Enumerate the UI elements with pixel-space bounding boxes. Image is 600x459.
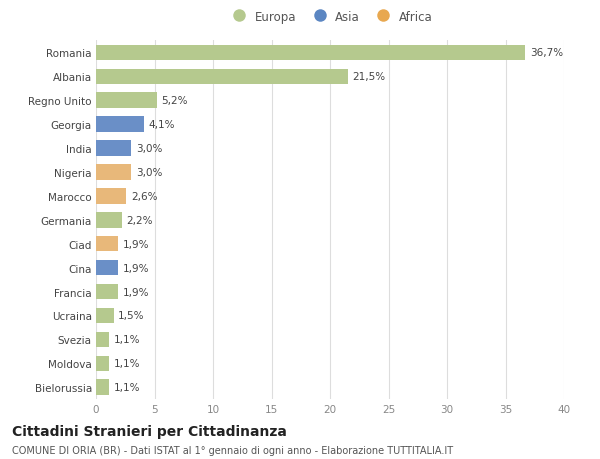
Text: 1,1%: 1,1% (113, 335, 140, 345)
Legend: Europa, Asia, Africa: Europa, Asia, Africa (223, 6, 437, 28)
Text: 1,9%: 1,9% (123, 239, 149, 249)
Bar (96, 189, 127, 204)
Bar (96, 93, 157, 109)
Text: 2,6%: 2,6% (131, 191, 158, 202)
Bar (96, 284, 118, 300)
Bar (96, 213, 122, 228)
Bar (96, 356, 109, 371)
Text: 1,1%: 1,1% (113, 358, 140, 369)
Text: 1,5%: 1,5% (118, 311, 145, 321)
Text: 1,9%: 1,9% (123, 263, 149, 273)
Text: 3,0%: 3,0% (136, 144, 162, 154)
Text: 2,2%: 2,2% (127, 215, 153, 225)
Text: 36,7%: 36,7% (530, 48, 563, 58)
Text: 1,9%: 1,9% (123, 287, 149, 297)
Text: 4,1%: 4,1% (149, 120, 175, 130)
Text: 1,1%: 1,1% (113, 382, 140, 392)
Bar (96, 141, 131, 157)
Bar (96, 308, 113, 324)
Bar (96, 332, 109, 347)
Text: 21,5%: 21,5% (352, 72, 385, 82)
Bar (96, 69, 347, 85)
Text: 5,2%: 5,2% (161, 96, 188, 106)
Text: COMUNE DI ORIA (BR) - Dati ISTAT al 1° gennaio di ogni anno - Elaborazione TUTTI: COMUNE DI ORIA (BR) - Dati ISTAT al 1° g… (12, 445, 453, 455)
Bar (96, 380, 109, 395)
Bar (96, 236, 118, 252)
Bar (96, 45, 526, 61)
Text: 3,0%: 3,0% (136, 168, 162, 178)
Bar (96, 117, 144, 133)
Bar (96, 260, 118, 276)
Text: Cittadini Stranieri per Cittadinanza: Cittadini Stranieri per Cittadinanza (12, 425, 287, 438)
Bar (96, 165, 131, 180)
